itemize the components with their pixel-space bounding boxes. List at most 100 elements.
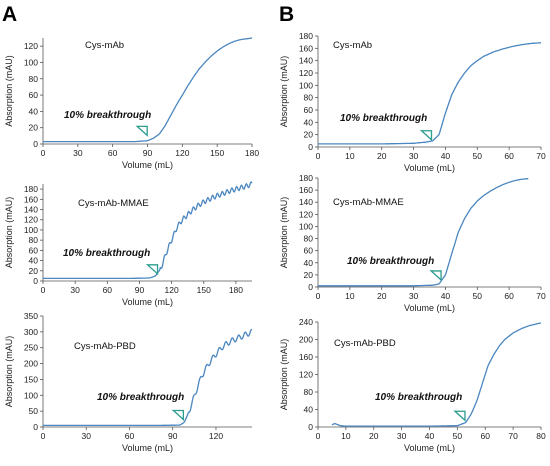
- x-tick-label: 0: [316, 291, 321, 301]
- y-tick-label: 80: [304, 387, 314, 397]
- y-tick-label: 60: [29, 245, 39, 255]
- chart-3: 0 30 60 90 120 0 50 100 150 200 250 300 350 Volume (m…: [4, 311, 253, 453]
- y-tick-label: 140: [24, 205, 38, 215]
- y-axis-label: Absorption (mAU): [4, 55, 14, 127]
- x-tick-label: 50: [453, 431, 463, 441]
- y-tick-label: 100: [24, 225, 38, 235]
- breakthrough-marker: [145, 264, 159, 276]
- x-tick-label: 50: [473, 151, 483, 161]
- x-tick-label: 30: [82, 431, 92, 441]
- chart-title: Cys-mAb: [85, 40, 124, 51]
- y-tick-label: 0: [33, 276, 38, 286]
- y-tick-label: 20: [304, 270, 314, 280]
- x-tick-label: 60: [108, 148, 118, 158]
- y-tick-label: 140: [299, 56, 313, 66]
- y-axis-label: Absorption (mAU): [279, 339, 289, 411]
- chart-6: 0 10 20 30 40 50 60 70 80 0 40 80 120 160 200 240 Volume…: [279, 317, 546, 453]
- y-tick-label: 250: [24, 343, 38, 353]
- y-tick-label: 350: [24, 311, 38, 321]
- y-tick-label: 80: [304, 93, 314, 103]
- x-axis-label: Volume (mL): [122, 443, 173, 453]
- breakthrough-label: 10% breakthrough: [340, 113, 427, 124]
- y-tick-label: 200: [299, 335, 313, 345]
- y-tick-label: 100: [24, 390, 38, 400]
- y-axis-label: Absorption (mAU): [4, 336, 14, 408]
- y-tick-label: 60: [304, 246, 314, 256]
- chart-title: Cys-mAb: [333, 40, 372, 51]
- y-tick-label: 160: [24, 194, 38, 204]
- x-tick-label: 40: [441, 151, 451, 161]
- series-line-1: [43, 37, 253, 143]
- y-tick-label: 120: [24, 41, 38, 51]
- breakthrough-label: 10% breakthrough: [375, 392, 462, 403]
- x-tick-label: 70: [508, 431, 518, 441]
- x-tick-label: 40: [425, 431, 435, 441]
- breakthrough-label: 10% breakthrough: [64, 110, 151, 121]
- x-axis-label: Volume (mL): [404, 443, 455, 453]
- x-tick-label: 40: [441, 291, 451, 301]
- x-tick-label: 10: [341, 431, 351, 441]
- y-tick-label: 120: [24, 215, 38, 225]
- series-line-1: [331, 322, 542, 427]
- y-tick-label: 150: [24, 374, 38, 384]
- y-tick-label: 40: [304, 117, 314, 127]
- x-tick-label: 90: [135, 285, 145, 295]
- y-tick-label: 0: [308, 142, 313, 152]
- x-tick-label: 180: [245, 148, 259, 158]
- y-tick-label: 0: [308, 282, 313, 292]
- y-tick-label: 80: [29, 235, 39, 245]
- x-tick-label: 60: [103, 285, 113, 295]
- breakthrough-marker: [429, 270, 442, 282]
- y-tick-label: 0: [308, 422, 313, 432]
- x-axis-label: Volume (mL): [122, 297, 173, 307]
- x-tick-label: 120: [165, 285, 179, 295]
- y-tick-label: 100: [24, 57, 38, 67]
- x-tick-label: 180: [229, 285, 243, 295]
- x-tick-label: 80: [536, 431, 546, 441]
- y-tick-label: 140: [299, 197, 313, 207]
- y-tick-label: 100: [299, 221, 313, 231]
- y-tick-label: 200: [24, 359, 38, 369]
- series-line-1: [318, 177, 529, 287]
- y-tick-label: 180: [299, 31, 313, 41]
- x-tick-label: 0: [41, 285, 46, 295]
- x-tick-label: 150: [197, 285, 211, 295]
- x-tick-label: 0: [316, 431, 321, 441]
- y-tick-label: 20: [29, 266, 39, 276]
- x-axis-label: Volume (mL): [404, 303, 455, 313]
- y-tick-label: 60: [29, 90, 39, 100]
- x-tick-label: 30: [409, 291, 419, 301]
- y-tick-label: 0: [33, 422, 38, 432]
- series-line-1: [43, 181, 253, 280]
- x-tick-label: 150: [210, 148, 224, 158]
- x-tick-label: 60: [504, 291, 514, 301]
- x-tick-label: 90: [168, 431, 178, 441]
- y-tick-label: 50: [29, 406, 39, 416]
- series-line-1: [318, 42, 541, 145]
- y-tick-label: 160: [299, 43, 313, 53]
- x-tick-label: 0: [316, 151, 321, 161]
- chart-2: 0 30 60 90 120 150 180020406080100120140160180…: [4, 181, 253, 307]
- chart-5: 0 10 20 30 40 50 60 70 0 20 40 60 80 100 120 140 160 180 V…: [279, 173, 546, 313]
- y-tick-label: 120: [299, 68, 313, 78]
- y-tick-label: 40: [29, 256, 39, 266]
- x-tick-label: 90: [143, 148, 153, 158]
- y-tick-label: 160: [299, 185, 313, 195]
- y-axis-label: Absorption (mAU): [279, 197, 289, 269]
- x-tick-label: 120: [209, 431, 223, 441]
- chart-title: Cys-mAb-PBD: [74, 341, 136, 352]
- y-tick-label: 100: [299, 80, 313, 90]
- x-axis-label: Volume (mL): [122, 160, 173, 170]
- y-tick-label: 60: [304, 105, 314, 115]
- x-tick-label: 120: [175, 148, 189, 158]
- x-tick-label: 70: [536, 291, 546, 301]
- panel-letter-b: B: [279, 3, 294, 26]
- chart-4: 0 10 20 30 40 50 60 70 0 20 40 60 80 100 120 140 160 180 V…: [279, 31, 546, 173]
- series-line-1: [43, 328, 253, 427]
- breakthrough-label: 10% breakthrough: [63, 248, 150, 259]
- x-tick-label: 10: [345, 291, 355, 301]
- y-tick-label: 20: [29, 123, 39, 133]
